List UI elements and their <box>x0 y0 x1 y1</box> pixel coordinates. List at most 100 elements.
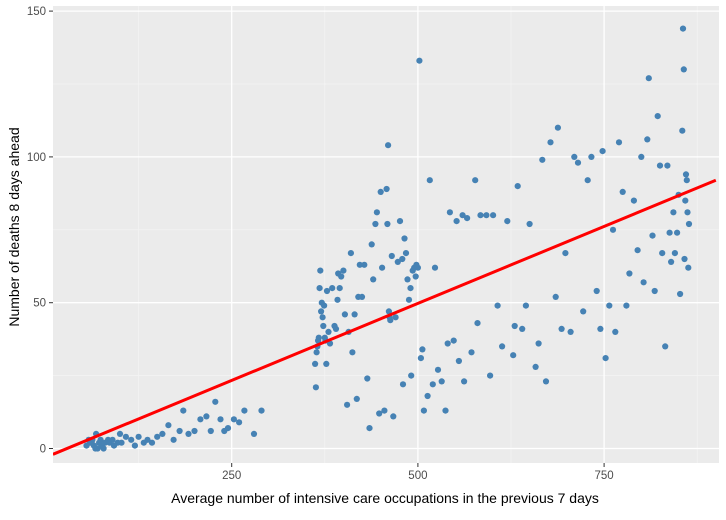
data-point <box>165 422 172 429</box>
data-point <box>685 264 692 271</box>
data-point <box>334 296 341 303</box>
data-point <box>461 378 468 385</box>
data-point <box>680 66 687 73</box>
data-point <box>671 250 679 257</box>
data-point <box>677 290 684 298</box>
data-point <box>494 302 501 309</box>
data-point <box>644 136 651 143</box>
data-point <box>392 314 399 321</box>
data-point <box>522 302 530 309</box>
data-point <box>574 159 582 166</box>
data-point <box>599 148 606 155</box>
data-point <box>606 302 613 309</box>
data-point <box>241 407 248 414</box>
data-point <box>390 413 397 420</box>
data-point <box>670 209 677 216</box>
data-point <box>464 215 471 222</box>
data-point <box>97 436 104 443</box>
x-tick-label: 500 <box>408 470 427 482</box>
data-point <box>100 445 107 452</box>
data-point <box>313 349 320 356</box>
data-point <box>444 340 451 347</box>
data-point <box>230 416 237 423</box>
data-point <box>547 139 554 146</box>
data-point <box>662 343 669 350</box>
data-point <box>353 395 360 402</box>
data-point <box>349 349 356 356</box>
data-point <box>148 439 156 446</box>
data-point <box>338 273 345 280</box>
data-point <box>154 433 161 440</box>
data-point <box>558 325 565 332</box>
data-point <box>487 372 494 379</box>
data-point <box>416 57 423 64</box>
data-point <box>682 197 689 204</box>
data-point <box>472 177 479 184</box>
data-point <box>623 302 630 309</box>
data-point <box>385 142 392 149</box>
data-point <box>455 357 462 365</box>
data-point <box>116 430 124 437</box>
data-point <box>191 427 198 435</box>
data-point <box>619 188 626 195</box>
data-point <box>404 276 411 283</box>
data-point <box>562 250 569 257</box>
data-point <box>519 325 526 332</box>
data-point <box>626 270 633 277</box>
data-point <box>332 325 340 332</box>
data-point <box>94 445 101 452</box>
panel-background <box>53 6 719 463</box>
data-point <box>364 375 371 382</box>
data-point <box>405 296 413 303</box>
data-point <box>588 153 595 160</box>
data-point <box>318 308 325 315</box>
data-point <box>431 264 439 271</box>
data-point <box>109 436 116 443</box>
data-point <box>584 177 591 184</box>
data-point <box>640 279 647 286</box>
data-point <box>429 381 436 388</box>
data-point <box>384 220 391 228</box>
data-point <box>450 337 457 344</box>
data-point <box>539 156 546 163</box>
data-point <box>236 419 243 426</box>
data-point <box>383 185 390 193</box>
data-point <box>580 308 587 315</box>
data-point <box>419 346 426 353</box>
data-point <box>417 355 424 362</box>
data-point <box>315 334 322 341</box>
fit-line <box>53 178 717 456</box>
data-point <box>420 407 427 414</box>
y-axis-title: Number of deaths 8 days ahead <box>6 127 22 326</box>
data-point <box>408 372 415 379</box>
data-point <box>356 261 363 268</box>
data-point <box>399 255 406 263</box>
data-point <box>197 416 204 423</box>
data-point <box>358 293 366 300</box>
data-point <box>510 352 517 359</box>
data-point <box>336 285 343 292</box>
data-point <box>316 285 323 292</box>
data-point <box>317 267 324 274</box>
data-point <box>341 311 348 318</box>
plot-panel <box>53 6 719 463</box>
data-point <box>514 183 521 190</box>
data-point <box>128 436 135 443</box>
data-point <box>394 258 401 265</box>
data-point <box>377 188 384 195</box>
data-point <box>373 209 380 216</box>
data-point <box>668 258 675 265</box>
data-point <box>135 433 142 440</box>
data-point <box>402 250 410 257</box>
data-point <box>468 349 475 356</box>
data-point <box>499 343 506 350</box>
y-tick-label: 0 <box>40 444 46 456</box>
data-point <box>180 407 187 414</box>
x-tick-label: 750 <box>595 470 614 482</box>
data-point <box>597 325 604 332</box>
data-point <box>681 255 688 263</box>
y-tick-label: 50 <box>33 298 46 310</box>
data-point <box>381 407 388 414</box>
